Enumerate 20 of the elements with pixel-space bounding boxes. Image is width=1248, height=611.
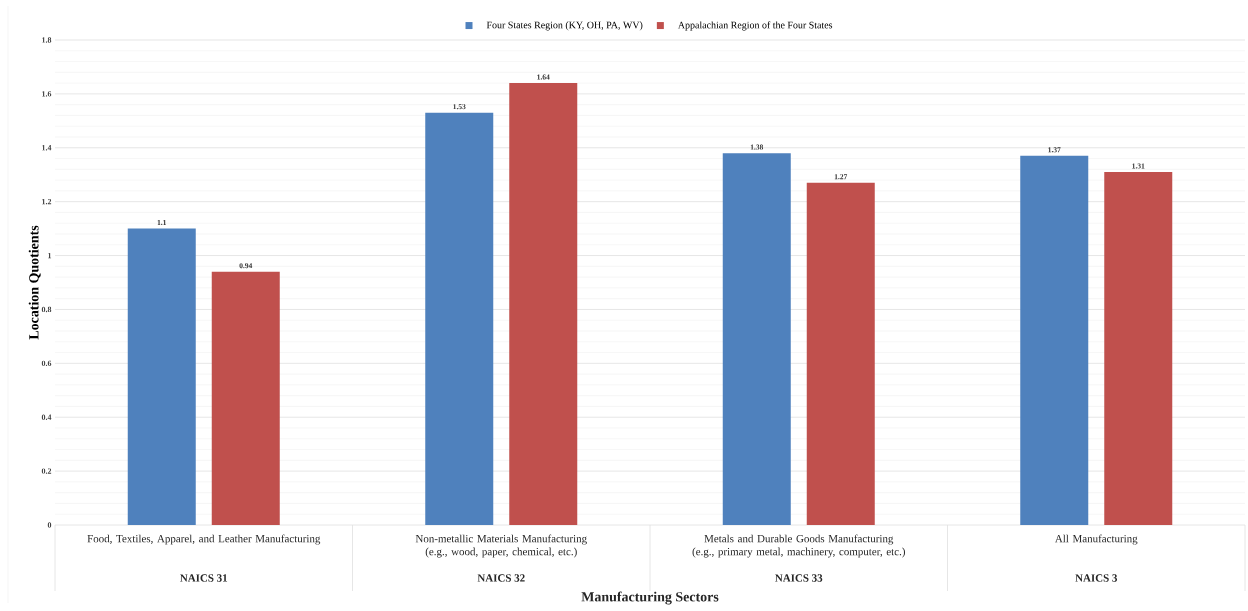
x-axis-title: Manufacturing Sectors [581,591,719,605]
bar [1020,155,1089,525]
bar [509,83,578,525]
bar [211,271,280,525]
bar [806,182,875,525]
bar [127,228,196,525]
text: NAICS 31 [180,574,228,582]
legend-label: Four States Region (KY, OH, PA, WV) [486,21,643,31]
x-tick-label: Metals and Durable Goods Manufacturing (e.g., primary metal, machinery, computer, etc.) [692,534,905,558]
legend-label: Appalachian Region of the Four States [677,21,833,31]
text: NAICS 33 [775,574,823,582]
x-tick-label: All Manufacturing [1054,534,1138,545]
x-tick-label: Food, Textiles, Apparel, and Leather Manufacturing [87,534,321,545]
bar [1104,172,1173,525]
y-axis-title: Location Quotients [28,225,41,340]
bar [425,112,494,525]
text: NAICS 3 [1075,574,1118,582]
text: NAICS 32 [477,574,525,582]
x-tick-label: Non-metallic Materials Manufacturing (e.g., wood, paper, chemical, etc.) [415,534,587,558]
bar [722,153,791,525]
